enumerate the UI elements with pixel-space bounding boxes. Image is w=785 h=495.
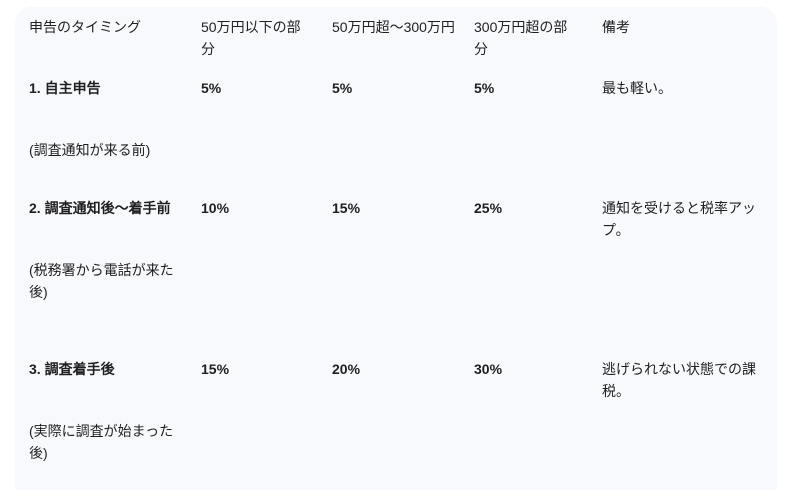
remarks: 最も軽い。 xyxy=(602,80,672,96)
timing-cell: 1. 自主申告 (調査通知が来る前) xyxy=(29,77,175,161)
header-under-50: 50万円以下の部分 xyxy=(201,19,301,57)
remarks: 通知を受けると税率アップ。 xyxy=(602,200,756,238)
timing-note: (税務署から電話が来た後) xyxy=(29,262,174,300)
timing-note: (実際に調査が始まった後) xyxy=(29,423,174,461)
rate-under-50: 15% xyxy=(201,361,230,377)
header-50-300: 50万円超〜300万円 xyxy=(332,19,455,35)
rate-50-300: 20% xyxy=(332,361,361,377)
rate-under-50: 10% xyxy=(201,200,230,216)
header-over-300: 300万円超の部分 xyxy=(474,19,568,57)
rate-50-300: 5% xyxy=(332,80,353,96)
timing-label: 1. 自主申告 xyxy=(29,80,101,96)
header-timing: 申告のタイミング xyxy=(29,19,141,35)
remarks: 逃げられない状態での課税。 xyxy=(602,361,756,399)
rate-50-300: 15% xyxy=(332,200,361,216)
rate-over-300: 25% xyxy=(474,200,503,216)
rate-over-300: 5% xyxy=(474,80,495,96)
rate-under-50: 5% xyxy=(201,80,222,96)
timing-cell: 2. 調査通知後〜着手前 (税務署から電話が来た後) xyxy=(29,197,175,303)
header-remarks: 備考 xyxy=(602,19,630,35)
timing-cell: 3. 調査着手後 (実際に調査が始まった後) xyxy=(29,358,175,464)
timing-note: (調査通知が来る前) xyxy=(29,142,151,158)
penalty-rate-table: 申告のタイミング 50万円以下の部分 50万円超〜300万円 300万円超の部分… xyxy=(15,7,777,490)
timing-label: 2. 調査通知後〜着手前 xyxy=(29,200,171,216)
rate-over-300: 30% xyxy=(474,361,503,377)
timing-label: 3. 調査着手後 xyxy=(29,361,115,377)
